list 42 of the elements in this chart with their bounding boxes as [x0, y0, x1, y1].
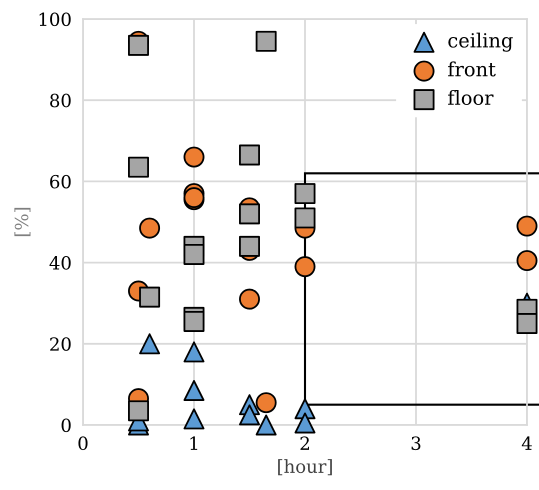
point — [516, 250, 538, 272]
point — [239, 144, 260, 166]
point — [139, 333, 160, 354]
point — [184, 310, 204, 332]
point — [184, 146, 204, 168]
legend-label: floor — [448, 90, 494, 106]
point — [239, 203, 260, 224]
point — [128, 400, 149, 422]
legend-label: front — [448, 61, 496, 76]
x-tick-label: 2 — [300, 436, 309, 450]
point — [184, 408, 204, 430]
legend-label: ceiling — [448, 32, 513, 52]
point — [128, 156, 149, 178]
point — [128, 34, 149, 56]
x-tick-label: 0 — [78, 436, 88, 450]
y-tick-label: 40 — [49, 256, 71, 270]
y-tick-label: 60 — [50, 174, 71, 189]
point — [184, 380, 204, 401]
point — [294, 183, 316, 204]
y-tick-label: 0 — [62, 418, 71, 432]
y-axis-title: [%] — [14, 208, 30, 236]
point — [184, 244, 204, 265]
point — [139, 218, 160, 239]
y-tick-label: 80 — [50, 94, 71, 108]
point — [294, 256, 316, 278]
y-tick-label: 100 — [40, 12, 71, 26]
point — [294, 412, 316, 434]
point — [239, 404, 260, 426]
x-tick-label: 4 — [522, 436, 532, 450]
point — [516, 216, 538, 237]
point — [139, 286, 160, 308]
point — [294, 207, 316, 228]
point — [256, 30, 277, 52]
point — [256, 414, 277, 436]
point — [256, 392, 277, 414]
y-tick-label: 20 — [50, 337, 71, 351]
x-axis-title: [hour] — [278, 459, 332, 476]
x-tick-label: 3 — [412, 436, 420, 450]
point — [184, 341, 204, 362]
point — [516, 313, 538, 334]
x-tick-label: 1 — [190, 436, 198, 450]
point — [239, 288, 260, 310]
